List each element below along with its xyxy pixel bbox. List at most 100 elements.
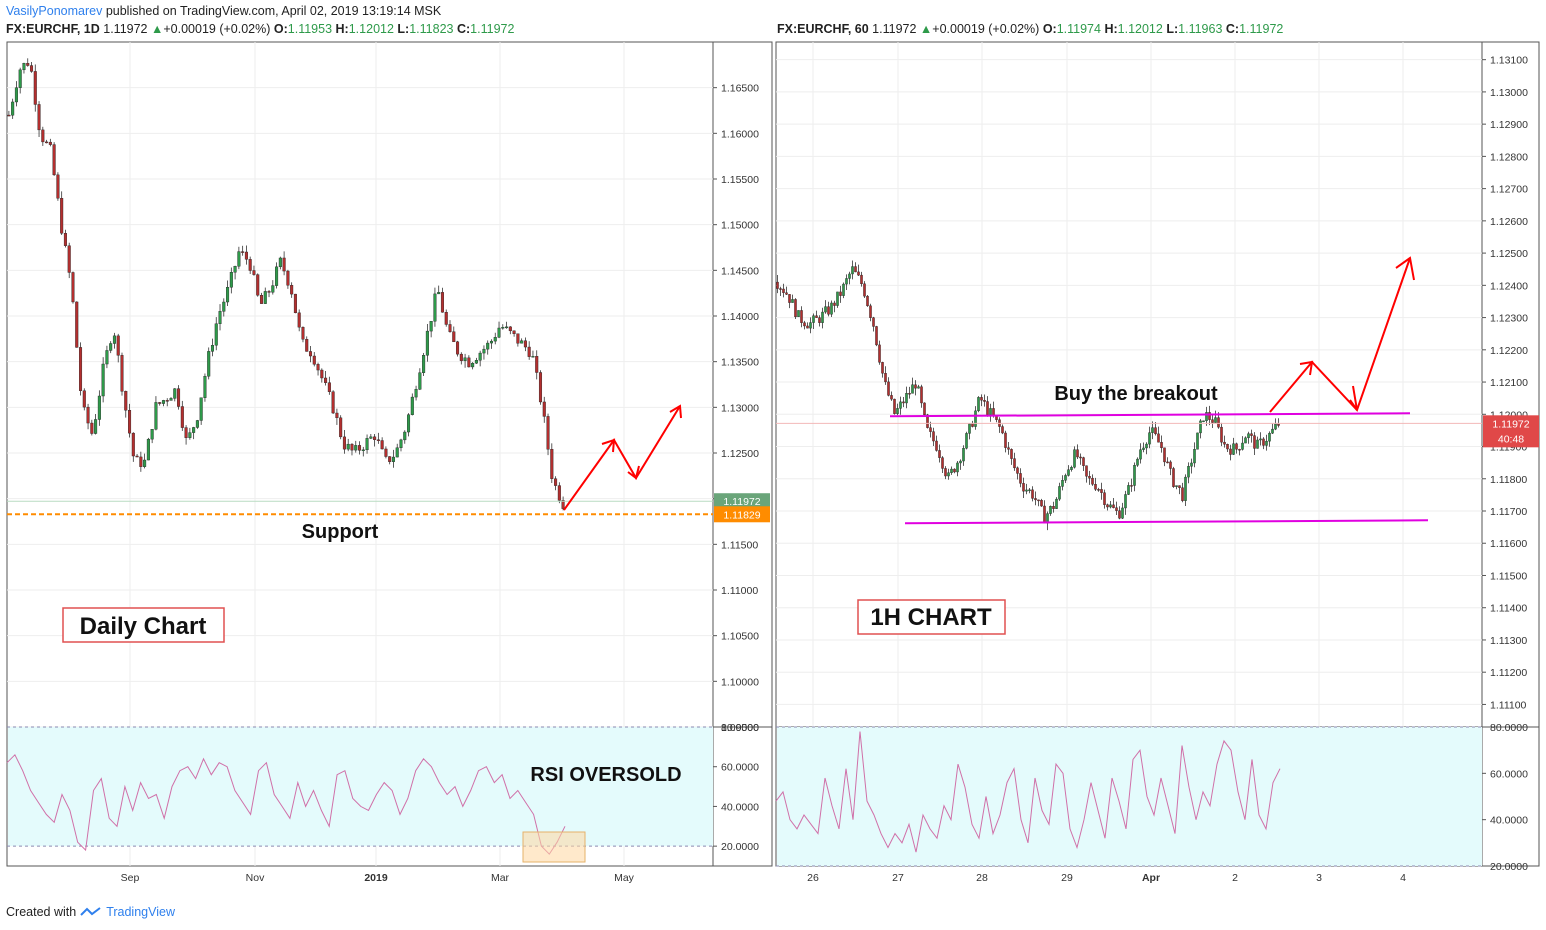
candle-body[interactable] [339,417,343,438]
candle-body[interactable] [809,322,812,329]
candle-body[interactable] [63,233,67,246]
candle-body[interactable] [557,485,561,501]
candle-body[interactable] [1166,461,1169,464]
candle-body[interactable] [1019,473,1022,484]
candle-body[interactable] [161,400,165,404]
candle-body[interactable] [1271,428,1274,434]
candle-body[interactable] [1250,433,1253,436]
candle-body[interactable] [282,257,286,272]
candle-body[interactable] [1073,449,1076,468]
candle-body[interactable] [818,317,821,323]
candle-body[interactable] [1037,499,1040,502]
candle-body[interactable] [1082,457,1085,466]
candle-body[interactable] [116,335,120,356]
candle-body[interactable] [1010,449,1013,459]
candle-body[interactable] [342,436,346,450]
candle-body[interactable] [165,400,169,402]
candle-body[interactable] [241,251,245,253]
candle-body[interactable] [203,376,207,398]
candle-body[interactable] [512,330,516,334]
candle-body[interactable] [335,412,339,419]
candle-body[interactable] [380,440,384,450]
candle-body[interactable] [384,448,388,457]
candle-body[interactable] [920,386,923,404]
candle-body[interactable] [407,414,411,433]
candle-body[interactable] [425,330,429,356]
candle-body[interactable] [1208,412,1211,420]
candle-body[interactable] [1154,427,1157,435]
author-link[interactable]: VasilyPonomarev [6,4,103,18]
candle-body[interactable] [878,344,881,363]
candle-body[interactable] [824,306,827,313]
candle-body[interactable] [301,326,305,340]
candle-body[interactable] [1277,423,1280,426]
candle-body[interactable] [308,351,313,357]
candle-body[interactable] [1094,484,1097,490]
candle-body[interactable] [977,397,980,412]
candle-body[interactable] [256,274,260,296]
candle-body[interactable] [471,362,475,368]
candle-body[interactable] [1130,485,1133,487]
tradingview-brand[interactable]: TradingView [106,905,175,919]
candle-body[interactable] [418,372,422,390]
candle-body[interactable] [896,408,899,414]
candle-body[interactable] [1097,489,1100,491]
candle-body[interactable] [1235,443,1238,450]
candle-body[interactable] [293,293,297,314]
candle-body[interactable] [478,352,482,361]
candle-body[interactable] [1163,447,1166,463]
candle-body[interactable] [489,340,493,344]
candle-body[interactable] [959,460,962,464]
candle-body[interactable] [1238,449,1241,451]
candle-body[interactable] [785,292,788,295]
candle-body[interactable] [914,384,917,389]
candle-body[interactable] [41,129,45,143]
candle-body[interactable] [278,257,282,268]
candle-body[interactable] [459,353,463,361]
candle-body[interactable] [399,439,403,448]
candle-body[interactable] [1064,475,1067,481]
candle-body[interactable] [1091,477,1094,485]
candle-body[interactable] [305,339,309,352]
candle-body[interactable] [1217,417,1220,428]
candle-body[interactable] [845,278,848,285]
candle-body[interactable] [1148,432,1151,445]
candle-body[interactable] [199,397,203,421]
candle-body[interactable] [501,327,505,329]
candle-body[interactable] [354,445,358,451]
candle-body[interactable] [271,285,275,293]
candle-body[interactable] [248,259,252,271]
candle-body[interactable] [974,410,977,427]
candle-body[interactable] [806,325,809,329]
candle-body[interactable] [983,400,986,402]
candle-body[interactable] [97,395,101,420]
candle-body[interactable] [857,271,860,276]
candle-body[interactable] [1052,506,1055,509]
candle-body[interactable] [833,302,836,306]
candle-body[interactable] [902,401,905,404]
candle-body[interactable] [1256,439,1259,449]
candle-body[interactable] [815,315,818,318]
candle-body[interactable] [866,295,869,307]
candle-body[interactable] [188,432,192,438]
candle-body[interactable] [1022,483,1025,492]
candle-body[interactable] [493,337,497,342]
candle-body[interactable] [965,433,968,449]
candle-body[interactable] [1040,500,1043,507]
candle-body[interactable] [497,327,501,338]
candle-body[interactable] [1118,510,1121,519]
candle-body[interactable] [812,315,815,323]
candle-body[interactable] [1220,426,1223,443]
candle-body[interactable] [1043,505,1046,524]
candle-body[interactable] [312,355,316,365]
candle-body[interactable] [482,348,486,354]
candle-body[interactable] [803,322,806,327]
candle-body[interactable] [395,447,399,458]
candle-body[interactable] [1016,467,1019,474]
candle-body[interactable] [79,347,83,391]
candle-body[interactable] [1145,443,1148,449]
candle-body[interactable] [884,373,887,383]
candle-body[interactable] [67,245,71,273]
candle-body[interactable] [456,341,460,355]
candle-body[interactable] [1211,419,1214,423]
